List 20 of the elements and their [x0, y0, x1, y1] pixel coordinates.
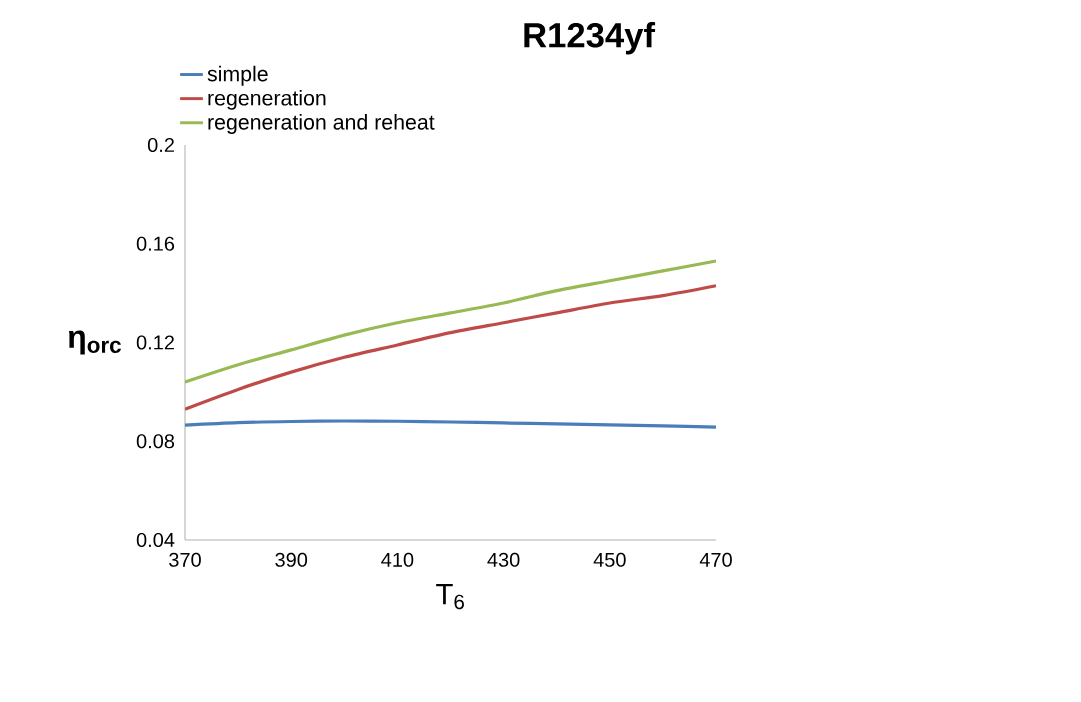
- y-tick-label: 0.04: [136, 532, 175, 548]
- line-series: [185, 284, 717, 411]
- y-tick-label: 0.2: [147, 137, 174, 153]
- y-tick-label: 0.12: [136, 335, 174, 350]
- x-tick-label: 450: [593, 552, 626, 567]
- x-tick-label: 430: [487, 552, 520, 567]
- x-tick-label: 410: [381, 552, 414, 567]
- x-axis-title: T$_{6}$: [436, 584, 464, 610]
- x-tick-label: 470: [699, 552, 732, 567]
- y-tick-label: 0.08: [136, 434, 175, 449]
- line-series: [185, 419, 717, 429]
- legend-label: regeneration: [208, 89, 326, 110]
- y-tick-label: 0.16: [136, 236, 175, 251]
- legend-label: simple: [207, 65, 268, 86]
- legend-label: regeneration and reheat: [208, 114, 435, 134]
- line-series: [185, 259, 717, 384]
- y-axis-title: η$_{orc}$: [68, 330, 121, 355]
- x-tick-label: 390: [275, 552, 308, 567]
- chart-title: R1234yf: [524, 22, 656, 55]
- x-tick-label: 370: [169, 552, 201, 567]
